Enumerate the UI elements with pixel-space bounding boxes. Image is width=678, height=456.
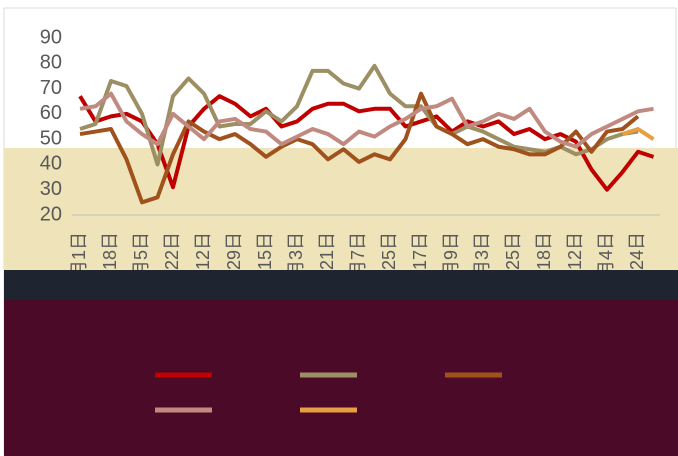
series-line [78, 94, 655, 192]
y-tick-label: 40 [40, 153, 62, 175]
y-tick-label: 70 [40, 77, 62, 99]
y-tick-label: 50 [40, 127, 62, 149]
y-tick-label: 60 [40, 102, 62, 124]
y-tick-label: 30 [40, 178, 62, 200]
series-line [621, 127, 655, 141]
legend [155, 372, 502, 413]
series-line [79, 91, 654, 149]
y-tick-label: 80 [40, 52, 62, 74]
series-line [79, 63, 639, 167]
series-line [79, 91, 640, 205]
background-band [4, 148, 678, 270]
y-tick-label: 90 [40, 26, 62, 48]
legend-area [4, 300, 678, 456]
y-tick-label: 20 [40, 203, 62, 225]
overlay-band [4, 270, 678, 300]
